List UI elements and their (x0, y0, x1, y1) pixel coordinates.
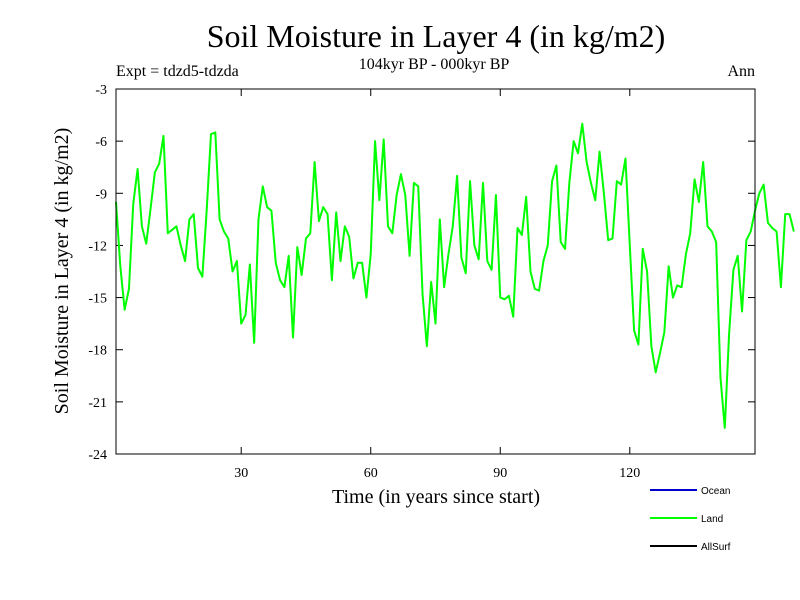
x-axis-label: Time (in years since start) (332, 486, 540, 508)
legend-label-ocean: Ocean (701, 486, 730, 497)
y-tick-label: -9 (95, 187, 107, 202)
season-label: Ann (727, 63, 755, 80)
x-tick-label: 30 (234, 466, 248, 481)
legend-label-allsurf: AllSurf (701, 542, 731, 553)
legend: Ocean Land AllSurf (650, 486, 731, 553)
series-line-land (115, 122, 795, 429)
plot-frame (115, 88, 756, 455)
y-tick-label: -24 (88, 448, 107, 463)
x-axis-ticks: 30 60 90 120 (234, 89, 640, 481)
y-tick-label: -18 (88, 344, 107, 359)
y-axis-label: Soil Moisture in Layer 4 (in kg/m2) (51, 128, 73, 415)
chart-title: Soil Moisture in Layer 4 (in kg/m2) (207, 18, 666, 54)
experiment-label: Expt = tdzd5-tdzda (116, 63, 239, 80)
y-tick-label: -6 (95, 135, 107, 150)
x-tick-label: 120 (619, 466, 640, 481)
y-tick-label: -15 (88, 292, 107, 307)
y-tick-label: -21 (88, 396, 107, 411)
series-layer (115, 122, 795, 429)
chart-subtitle: 104kyr BP - 000kyr BP (359, 56, 510, 73)
x-tick-label: 60 (364, 466, 378, 481)
legend-label-land: Land (701, 514, 723, 525)
y-tick-label: -3 (95, 83, 107, 98)
y-tick-label: -12 (88, 239, 107, 254)
x-tick-label: 90 (493, 466, 507, 481)
